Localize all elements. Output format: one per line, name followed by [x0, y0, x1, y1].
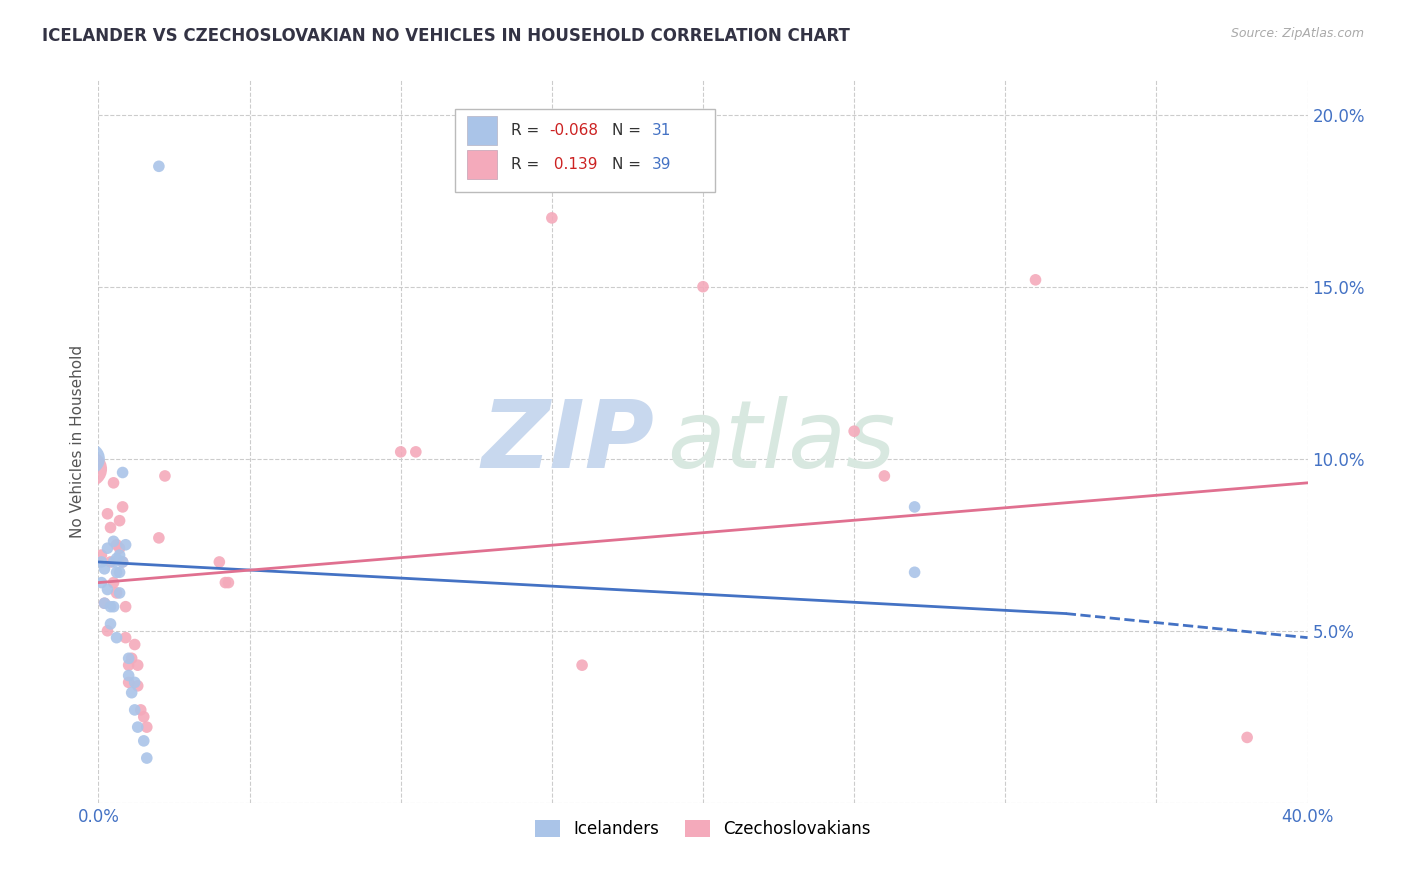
Point: [124, 703, 146, 717]
Point: [100, 599, 122, 614]
Point: [121, 686, 143, 700]
Point: [148, 531, 170, 545]
Point: [111, 466, 134, 480]
Point: [124, 638, 146, 652]
Point: [844, 424, 866, 438]
Point: [208, 555, 231, 569]
Point: [124, 675, 146, 690]
Point: [111, 555, 134, 569]
Text: atlas: atlas: [666, 396, 896, 487]
Point: [132, 734, 155, 748]
Point: [214, 575, 236, 590]
Point: [118, 651, 141, 665]
Point: [105, 586, 128, 600]
Point: [904, 500, 927, 514]
Point: [100, 520, 122, 534]
Point: [93, 562, 115, 576]
Point: [135, 720, 157, 734]
Point: [96, 582, 118, 597]
FancyBboxPatch shape: [456, 109, 716, 193]
Text: N =: N =: [613, 123, 647, 138]
Text: -0.068: -0.068: [550, 123, 599, 138]
Point: [1024, 273, 1046, 287]
Point: [90, 548, 112, 562]
Point: [135, 751, 157, 765]
Point: [111, 500, 134, 514]
Point: [108, 541, 131, 556]
Point: [108, 514, 131, 528]
Point: [114, 631, 136, 645]
Text: 31: 31: [652, 123, 672, 138]
Legend: Icelanders, Czechoslovakians: Icelanders, Czechoslovakians: [529, 814, 877, 845]
Point: [105, 566, 128, 580]
Point: [100, 616, 122, 631]
Point: [540, 211, 562, 225]
Point: [103, 575, 125, 590]
Point: [103, 555, 125, 569]
Point: [111, 555, 134, 569]
Point: [108, 566, 131, 580]
Point: [127, 679, 149, 693]
FancyBboxPatch shape: [467, 151, 498, 179]
Point: [103, 534, 125, 549]
Text: ZIP: ZIP: [482, 395, 655, 488]
Point: [114, 599, 136, 614]
Point: [692, 279, 714, 293]
Point: [114, 538, 136, 552]
Point: [1236, 731, 1258, 745]
Point: [405, 445, 427, 459]
Point: [118, 675, 141, 690]
Text: 39: 39: [652, 157, 672, 172]
Point: [103, 599, 125, 614]
Point: [105, 631, 128, 645]
Point: [873, 469, 896, 483]
Point: [93, 596, 115, 610]
Point: [79, 462, 101, 476]
Text: Source: ZipAtlas.com: Source: ZipAtlas.com: [1230, 27, 1364, 40]
Point: [571, 658, 593, 673]
Point: [103, 475, 125, 490]
Y-axis label: No Vehicles in Household: No Vehicles in Household: [70, 345, 86, 538]
Text: R =: R =: [510, 123, 544, 138]
Point: [108, 548, 131, 562]
Point: [118, 658, 141, 673]
Point: [90, 575, 112, 590]
Point: [118, 668, 141, 682]
Point: [79, 451, 101, 466]
Point: [96, 624, 118, 638]
Point: [100, 555, 122, 569]
Point: [904, 566, 927, 580]
Text: 0.139: 0.139: [550, 157, 598, 172]
Point: [93, 596, 115, 610]
Point: [127, 720, 149, 734]
Point: [121, 651, 143, 665]
Point: [132, 710, 155, 724]
Text: N =: N =: [613, 157, 647, 172]
Text: ICELANDER VS CZECHOSLOVAKIAN NO VEHICLES IN HOUSEHOLD CORRELATION CHART: ICELANDER VS CZECHOSLOVAKIAN NO VEHICLES…: [42, 27, 851, 45]
Point: [108, 586, 131, 600]
Point: [127, 658, 149, 673]
Point: [129, 703, 152, 717]
Point: [96, 507, 118, 521]
Point: [90, 555, 112, 569]
Point: [96, 541, 118, 556]
Text: R =: R =: [510, 157, 544, 172]
Point: [217, 575, 239, 590]
Point: [153, 469, 176, 483]
Point: [105, 538, 128, 552]
Point: [148, 159, 170, 173]
FancyBboxPatch shape: [467, 117, 498, 145]
Point: [389, 445, 412, 459]
Point: [105, 551, 128, 566]
